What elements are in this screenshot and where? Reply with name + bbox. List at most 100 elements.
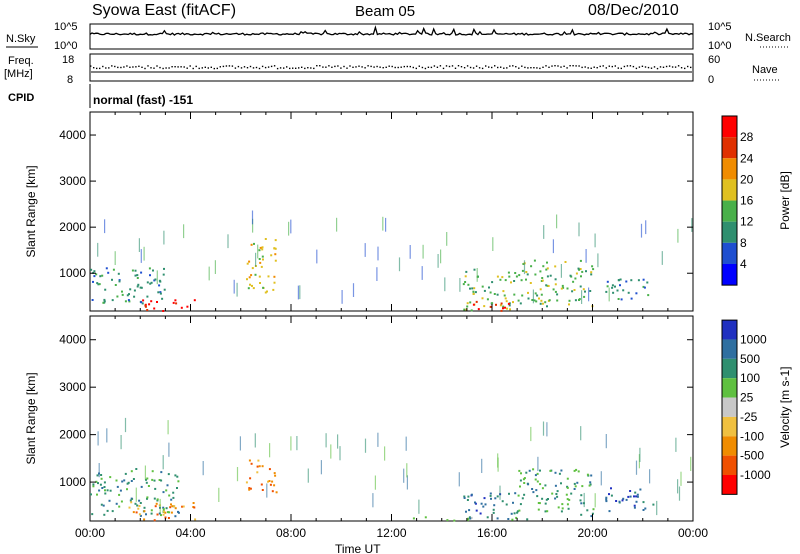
nave-point xyxy=(509,65,511,67)
nave-point xyxy=(108,67,110,69)
nave-point xyxy=(524,66,526,69)
echo-cell xyxy=(525,471,528,474)
echo-streak xyxy=(691,218,693,232)
echo-cell xyxy=(502,307,504,310)
echo-cell xyxy=(509,308,511,311)
echo-cell xyxy=(103,513,106,516)
nave-point xyxy=(400,66,402,68)
echo-cell xyxy=(523,493,526,496)
echo-cell xyxy=(542,265,545,268)
nave-point xyxy=(99,67,101,70)
echo-cell xyxy=(468,509,471,512)
echo-cell xyxy=(467,283,470,286)
nave-point xyxy=(536,67,538,69)
date-title: 08/Dec/2010 xyxy=(588,2,679,19)
echo-cell xyxy=(532,468,535,471)
echo-cell xyxy=(629,490,632,492)
velocity-ylabel: Slant Range [km] xyxy=(24,372,38,464)
nave-point xyxy=(346,67,348,69)
echo-cell xyxy=(261,248,264,251)
echo-cell xyxy=(534,273,537,276)
echo-cell xyxy=(551,492,554,495)
echo-cell xyxy=(150,281,153,284)
echo-cell xyxy=(521,269,524,272)
colorbar-segment xyxy=(722,320,737,340)
echo-cell xyxy=(251,284,253,287)
echo-streak xyxy=(677,228,679,243)
time-axis: 00:00 04:00 08:00 12:00 16:00 20:00 00:00 xyxy=(75,526,708,540)
nave-point xyxy=(307,67,309,69)
echo-cell xyxy=(571,290,574,293)
echo-cell xyxy=(96,282,99,285)
echo-cell xyxy=(90,493,92,496)
echo-streak xyxy=(382,216,384,231)
echo-cell xyxy=(117,272,120,275)
echo-streak xyxy=(124,417,127,433)
echo-cell xyxy=(96,474,99,477)
y-tick-label: 1000 xyxy=(59,475,86,489)
echo-streak xyxy=(330,444,332,459)
echo-streak xyxy=(290,219,292,234)
echo-cell xyxy=(471,287,474,290)
echo-cell xyxy=(501,500,504,503)
echo-streak xyxy=(377,432,379,447)
echo-cell xyxy=(518,509,521,512)
nave-point xyxy=(273,65,276,67)
echo-cell xyxy=(145,513,147,516)
echo-cell xyxy=(271,480,274,483)
echo-cell xyxy=(633,506,636,509)
nave-point xyxy=(650,67,653,69)
nave-tick-bottom: 0 xyxy=(708,74,714,86)
echo-cell xyxy=(93,275,96,278)
echo-cell xyxy=(579,259,582,262)
nave-point xyxy=(225,65,228,67)
nave-point xyxy=(249,65,252,68)
echo-cell xyxy=(171,505,174,508)
echo-cell xyxy=(547,285,550,287)
echo-cell xyxy=(639,488,642,491)
echo-streak xyxy=(680,471,682,486)
echo-cell xyxy=(102,504,105,507)
echo-cell xyxy=(556,490,559,493)
echo-cell xyxy=(541,277,544,279)
echo-cell xyxy=(589,290,592,292)
echo-cell xyxy=(556,293,559,296)
echo-cell xyxy=(580,513,583,516)
echo-cell xyxy=(642,501,645,504)
echo-cell xyxy=(590,273,593,276)
nave-point xyxy=(608,65,610,67)
echo-cell xyxy=(572,280,575,283)
echo-cell xyxy=(499,304,502,307)
nave-point xyxy=(144,67,146,70)
echo-cell xyxy=(577,267,580,270)
echo-streak xyxy=(532,289,534,304)
echo-streak xyxy=(678,486,681,501)
echo-cell xyxy=(258,258,261,260)
echo-cell xyxy=(95,480,98,483)
echo-streak xyxy=(656,500,658,516)
echo-cell xyxy=(636,495,639,498)
echo-cell xyxy=(274,259,277,262)
echo-cell xyxy=(139,514,142,517)
echo-streak xyxy=(543,225,545,239)
nave-point xyxy=(261,65,264,68)
echo-cell xyxy=(168,511,171,514)
echo-cell xyxy=(579,268,582,270)
nave-point xyxy=(237,65,240,68)
echo-cell xyxy=(453,519,456,522)
echo-cell xyxy=(97,482,99,485)
echo-cell xyxy=(153,307,156,310)
nave-point xyxy=(478,67,481,69)
echo-cell xyxy=(564,261,567,263)
echo-cell xyxy=(484,503,487,506)
echo-cell xyxy=(127,299,130,302)
echo-cell xyxy=(146,496,149,499)
echo-cell xyxy=(118,279,121,282)
echo-cell xyxy=(635,292,638,295)
echo-streak xyxy=(364,243,366,257)
echo-cell xyxy=(635,500,638,503)
y-tick-label: 2000 xyxy=(59,428,86,442)
echo-cell xyxy=(140,301,143,304)
echo-streak xyxy=(639,447,641,462)
echo-cell xyxy=(545,498,548,501)
